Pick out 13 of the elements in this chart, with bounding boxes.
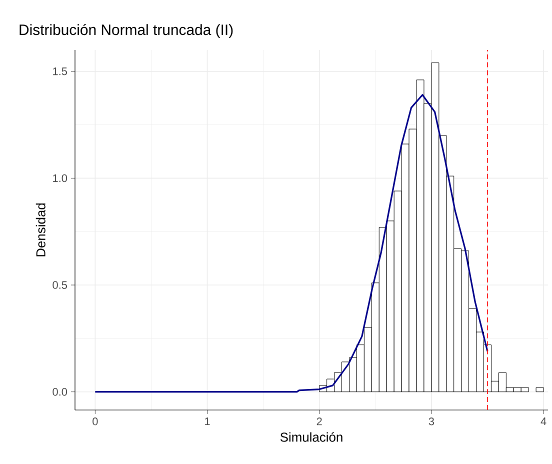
x-tick-label: 4 xyxy=(540,418,546,426)
y-axis-title: Densidad xyxy=(36,203,46,256)
x-tick-label: 2 xyxy=(316,418,322,426)
y-tick-label: 0.0 xyxy=(52,388,68,396)
x-tick-label: 1 xyxy=(205,418,210,426)
y-tick-label: 1.5 xyxy=(53,68,68,76)
y-tick-label: 1.0 xyxy=(53,174,68,182)
x-tick-label: 0 xyxy=(92,418,98,426)
y-tick-label: 0.5 xyxy=(52,281,68,289)
x-axis-title: Simulación xyxy=(280,432,342,442)
line-series xyxy=(94,94,488,393)
chart-title: Distribución Normal truncada (II) xyxy=(20,24,233,38)
x-tick-label: 3 xyxy=(428,418,434,426)
